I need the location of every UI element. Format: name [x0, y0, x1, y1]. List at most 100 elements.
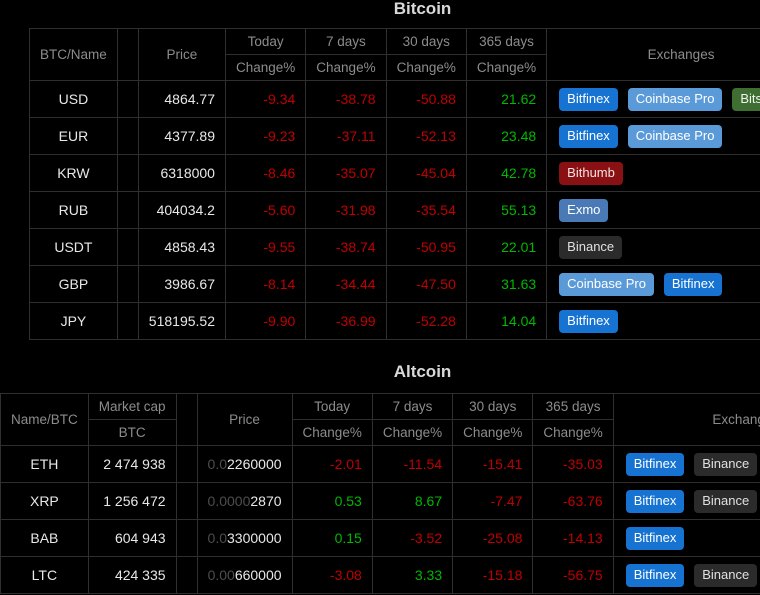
price-significant: 2260000	[227, 456, 282, 472]
change-today-cell: -3.08	[291, 556, 373, 594]
change-today-cell: -8.14	[224, 265, 307, 303]
bitcoin-table: BTC/Name Price Today 7 days 30 days 365 …	[29, 28, 760, 340]
table-row: JPY 518195.52 -9.90 -36.99 -52.28 14.04 …	[29, 302, 760, 340]
currency-cell: USD	[29, 80, 118, 118]
change-365days-cell: 21.62	[465, 80, 548, 118]
change-30days-cell: -45.04	[385, 154, 467, 192]
spacer-cell	[116, 228, 139, 266]
price-significant: 2870	[250, 493, 282, 509]
col-header-price: Price	[196, 393, 293, 446]
change-30days-cell: -47.50	[385, 265, 467, 303]
header-row-change: BTC Change% Change% Change% Change%	[1, 419, 760, 446]
change-today-cell: -8.46	[224, 154, 307, 192]
currency-cell: KRW	[29, 154, 118, 192]
exchange-badge-bitfinex[interactable]: Bitfinex	[559, 87, 618, 111]
price-cell: 0.00660000	[196, 556, 293, 594]
col-subheader-change: Change%	[371, 419, 454, 446]
exchange-badge-binance[interactable]: Binance	[694, 452, 758, 476]
price-significant: 3300000	[227, 530, 282, 546]
change-7days-cell: 8.67	[371, 482, 454, 520]
exchange-badge-binance[interactable]: Binance	[559, 235, 623, 259]
col-subheader-change: Change%	[465, 54, 548, 81]
exchange-badge-bitfinex[interactable]: Bitfinex	[625, 489, 685, 513]
exchange-badge-bitfinex[interactable]: Bitfinex	[663, 272, 723, 296]
change-30days-cell: -7.47	[452, 482, 534, 520]
col-header-price: Price	[137, 28, 226, 81]
exchange-badge-bitfinex[interactable]: Bitfinex	[559, 124, 618, 148]
change-today-cell: 0.15	[291, 519, 373, 557]
spacer-cell	[175, 519, 198, 557]
price-leading-zeros: 0.0000	[207, 493, 251, 509]
change-365days-cell: -14.13	[532, 519, 614, 557]
exchange-badge-binance[interactable]: Binance	[694, 563, 758, 587]
spacer-cell	[116, 154, 139, 192]
col-subheader-change: Change%	[291, 419, 373, 446]
price-leading-zeros: 0.0	[207, 456, 228, 472]
change-7days-cell: -37.11	[305, 117, 387, 155]
table-row: LTC 424 335 0.00660000 -3.08 3.33 -15.18…	[0, 556, 760, 594]
exchange-badge-bitfinex[interactable]: Bitfinex	[625, 526, 685, 550]
change-7days-cell: -3.52	[371, 519, 454, 557]
col-header-name-btc: Name/BTC	[0, 393, 89, 446]
price-cell: 0.00002870	[196, 482, 293, 520]
price-cell: 0.03300000	[196, 519, 293, 557]
exchanges-cell: Bitfinex Coinbase Pro Bitstamp	[546, 80, 760, 118]
exchange-badge-coinbase-pro[interactable]: Coinbase Pro	[627, 124, 723, 148]
price-significant: 660000	[234, 567, 282, 583]
currency-cell: RUB	[29, 191, 118, 229]
change-365days-cell: 23.48	[465, 117, 548, 155]
spacer-cell	[175, 445, 198, 483]
col-header-spacer	[116, 28, 139, 81]
change-365days-cell: 42.78	[465, 154, 548, 192]
spacer-cell	[175, 482, 198, 520]
change-365days-cell: -35.03	[532, 445, 614, 483]
price-cell: 404034.2	[137, 191, 226, 229]
header-row: BTC/Name Price Today 7 days 30 days 365 …	[29, 28, 760, 81]
price-cell: 0.02260000	[196, 445, 293, 483]
exchange-badge-bithumb[interactable]: Bithumb	[559, 161, 623, 185]
exchange-badge-bitfinex[interactable]: Bitfinex	[625, 452, 685, 476]
table-row: XRP 1 256 472 0.00002870 0.53 8.67 -7.47…	[0, 482, 760, 520]
col-header-7days: 7 days	[371, 393, 454, 420]
exchange-badge-bitfinex[interactable]: Bitfinex	[625, 563, 685, 587]
spacer-cell	[175, 556, 198, 594]
col-subheader-change: Change%	[532, 419, 614, 446]
change-today-cell: -9.90	[224, 302, 307, 340]
change-30days-cell: -35.54	[385, 191, 467, 229]
col-header-today: Today	[291, 393, 373, 420]
col-header-btc-name: BTC/Name	[29, 28, 118, 81]
exchange-badge-binance[interactable]: Binance	[694, 489, 758, 513]
altcoin-table: Name/BTC Market cap Price Today 7 days 3…	[0, 393, 760, 594]
exchanges-cell: Bitfinex Binance	[612, 482, 760, 520]
exchanges-cell: Bitfinex	[612, 519, 760, 557]
change-30days-cell: -50.95	[385, 228, 467, 266]
exchange-badge-exmo[interactable]: Exmo	[559, 198, 609, 222]
currency-cell: GBP	[29, 265, 118, 303]
market-cap-cell: 2 474 938	[87, 445, 177, 483]
currency-cell: USDT	[29, 228, 118, 266]
change-365days-cell: 55.13	[465, 191, 548, 229]
exchange-badge-bitfinex[interactable]: Bitfinex	[559, 309, 618, 333]
exchange-badge-bitstamp[interactable]: Bitstamp	[732, 87, 760, 111]
spacer-cell	[116, 117, 139, 155]
table-row: ETH 2 474 938 0.02260000 -2.01 -11.54 -1…	[0, 445, 760, 483]
altcoin-title: Altcoin	[393, 362, 452, 381]
change-365days-cell: 14.04	[465, 302, 548, 340]
exchange-badge-coinbase-pro[interactable]: Coinbase Pro	[559, 272, 654, 296]
change-today-cell: -9.55	[224, 228, 307, 266]
exchanges-cell: Bitfinex Coinbase Pro	[546, 117, 760, 155]
change-today-cell: -2.01	[291, 445, 373, 483]
change-7days-cell: -38.74	[305, 228, 387, 266]
price-cell: 4864.77	[137, 80, 226, 118]
table-row: RUB 404034.2 -5.60 -31.98 -35.54 55.13 E…	[29, 191, 760, 229]
market-cap-cell: 1 256 472	[87, 482, 177, 520]
change-30days-cell: -15.41	[452, 445, 534, 483]
bitcoin-title: Bitcoin	[393, 0, 452, 18]
change-30days-cell: -50.88	[385, 80, 467, 118]
change-today-cell: -5.60	[224, 191, 307, 229]
exchanges-cell: Bitfinex Binance	[612, 556, 760, 594]
change-30days-cell: -15.18	[452, 556, 534, 594]
exchange-badge-coinbase-pro[interactable]: Coinbase Pro	[627, 87, 723, 111]
table-row: EUR 4377.89 -9.23 -37.11 -52.13 23.48 Bi…	[29, 117, 760, 155]
change-7days-cell: -38.78	[305, 80, 387, 118]
